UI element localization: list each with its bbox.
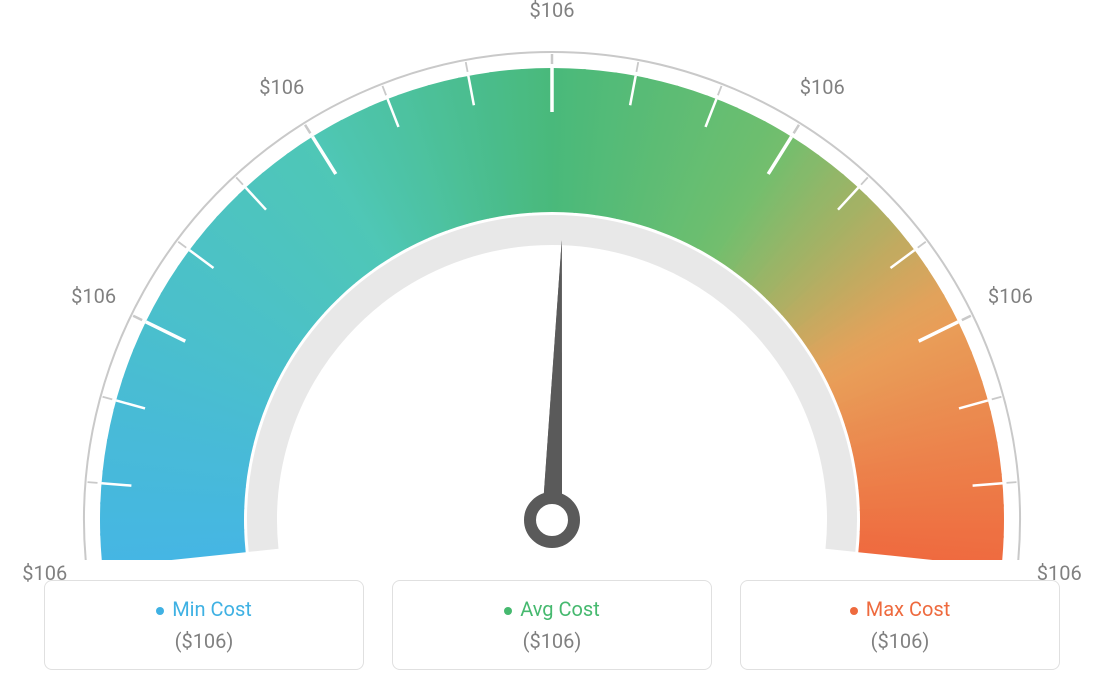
gauge-tick-label: $106 <box>530 0 575 22</box>
legend-card-min: Min Cost ($106) <box>44 580 364 670</box>
gauge-tick-label: $106 <box>988 284 1033 308</box>
legend-avg-value: ($106) <box>413 629 691 653</box>
legend-row: Min Cost ($106) Avg Cost ($106) Max Cost… <box>0 580 1104 670</box>
gauge-tick-label: $106 <box>800 75 845 99</box>
gauge-tick-label: $106 <box>71 284 116 308</box>
legend-avg-label: Avg Cost <box>413 597 691 621</box>
legend-card-max: Max Cost ($106) <box>740 580 1060 670</box>
legend-max-value: ($106) <box>761 629 1039 653</box>
gauge-chart: $106$106$106$106$106$106$106 <box>0 0 1104 560</box>
legend-min-label: Min Cost <box>65 597 343 621</box>
legend-min-value: ($106) <box>65 629 343 653</box>
gauge-tick-label: $106 <box>259 75 304 99</box>
gauge-svg <box>0 0 1104 560</box>
legend-max-label: Max Cost <box>761 597 1039 621</box>
legend-card-avg: Avg Cost ($106) <box>392 580 712 670</box>
